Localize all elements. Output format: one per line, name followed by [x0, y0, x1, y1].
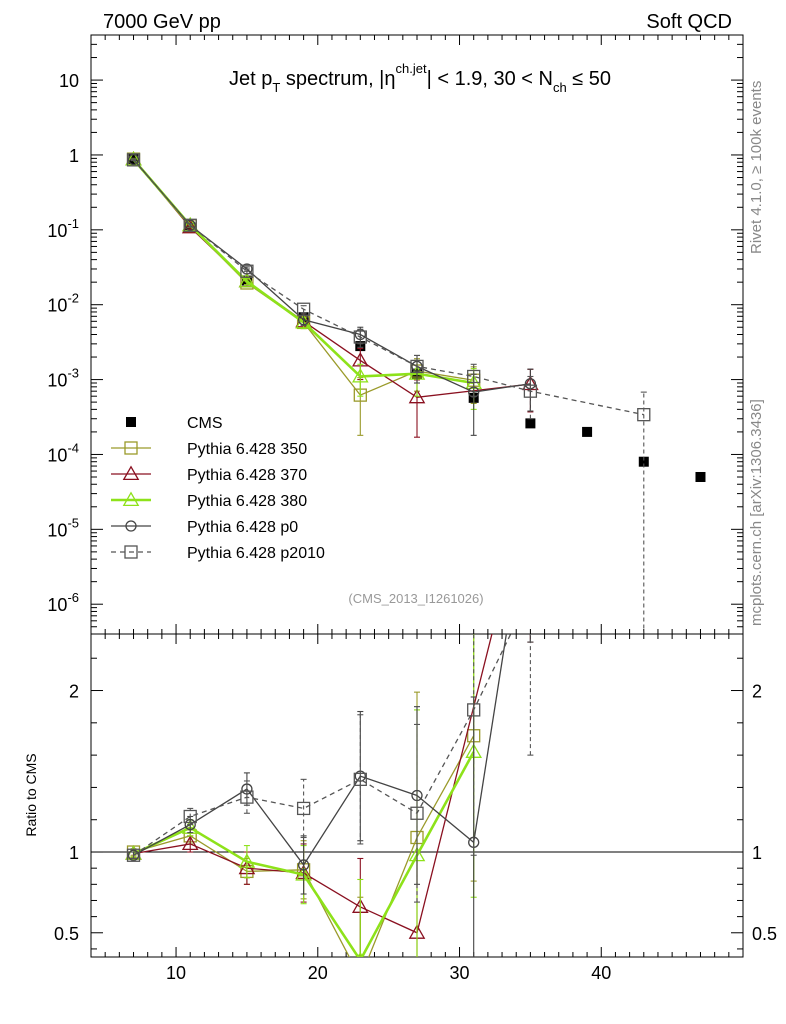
legend-label: Pythia 6.428 p2010 — [187, 545, 325, 562]
header-right: Soft QCD — [646, 11, 732, 33]
side-label-bottom: mcplots.cern.ch [arXiv:1306.3436] — [748, 399, 765, 626]
data-point — [238, 853, 256, 868]
legend-label: Pythia 6.428 380 — [187, 493, 307, 510]
y-tick-label: 10-5 — [47, 515, 79, 540]
ratio-y-tick-label-right: 0.5 — [752, 924, 777, 944]
watermark: (CMS_2013_I1261026) — [348, 591, 483, 606]
data-point — [525, 476, 535, 486]
data-point — [582, 426, 593, 437]
legend-marker — [122, 465, 140, 481]
y-tick-label: 10-4 — [47, 440, 79, 465]
side-label-top: Rivet 4.1.0, ≥ 100k events — [748, 81, 765, 254]
ratio-y-tick-label: 2 — [69, 682, 79, 702]
legend-marker — [124, 545, 138, 559]
data-point — [183, 809, 197, 824]
series-0 — [126, 634, 481, 984]
data-point — [410, 806, 424, 820]
y-tick-label: 10-6 — [47, 590, 79, 615]
x-tick-label: 10 — [166, 963, 186, 983]
data-point — [637, 408, 651, 422]
data-point — [296, 801, 311, 816]
legend-label: CMS — [187, 415, 223, 432]
series-line — [133, 634, 512, 856]
data-point — [127, 849, 140, 861]
legend-marker — [122, 491, 140, 507]
data-point — [297, 859, 310, 871]
data-point — [181, 835, 199, 850]
y-tick-label: 10-1 — [47, 216, 79, 241]
ratio-y-tick-label: 1 — [69, 843, 79, 863]
data-point — [353, 772, 367, 786]
legend-marker — [124, 441, 138, 455]
series-5 — [126, 153, 651, 634]
data-point — [408, 388, 426, 404]
data-point — [238, 272, 256, 288]
data-point — [351, 367, 369, 383]
data-point — [410, 359, 424, 374]
series-line — [132, 158, 474, 385]
data-point — [240, 264, 254, 278]
legend-marker — [126, 417, 136, 427]
series-4 — [126, 588, 536, 903]
data-point — [181, 218, 199, 234]
ratio-y-tick-label: 0.5 — [54, 924, 79, 944]
data-point — [295, 313, 312, 329]
data-point — [184, 219, 196, 231]
chart-title: Jet pT spectrum, |ηch.jet| < 1.9, 30 < N… — [229, 61, 611, 95]
data-point — [354, 972, 366, 984]
legend: CMS Pythia 6.428 350 Pythia 6.428 370 Pythi… — [111, 415, 325, 562]
y-tick-label: 10-3 — [47, 366, 79, 391]
ratio-ylabel: Ratio to CMS — [23, 753, 39, 836]
data-point — [525, 418, 536, 429]
data-point — [183, 218, 197, 232]
series-line — [133, 634, 508, 867]
series-1 — [126, 152, 481, 436]
data-point — [523, 384, 538, 398]
data-point — [184, 818, 196, 831]
ratio-y-tick-label-right: 2 — [752, 682, 762, 702]
ratio-plot: 10 20 30 40 0.5 0.5 1 1 2 2 — [54, 473, 777, 984]
y-tick-label: 1 — [69, 146, 79, 166]
series-3 — [127, 476, 535, 957]
series-line — [133, 159, 531, 393]
data-point — [126, 153, 141, 167]
legend-marker — [125, 520, 137, 532]
header-left: 7000 GeV pp — [103, 11, 221, 33]
x-tick-label: 30 — [450, 963, 470, 983]
data-point — [523, 473, 537, 486]
data-point — [353, 330, 367, 344]
data-point — [467, 369, 481, 384]
ratio-y-tick-label-right: 1 — [752, 843, 762, 863]
data-point — [126, 848, 141, 862]
y-tick-label: 10 — [59, 71, 79, 91]
data-point — [638, 456, 649, 467]
data-point — [695, 471, 706, 482]
data-point — [296, 302, 311, 316]
x-tick-label: 40 — [591, 963, 611, 983]
legend-label: Pythia 6.428 370 — [187, 467, 307, 484]
x-tick-label: 20 — [308, 963, 328, 983]
series-line — [133, 159, 644, 416]
data-point — [467, 703, 481, 717]
main-plot: 10 1 10-1 10-2 10-3 10-4 10-5 10-6 — [47, 34, 744, 957]
series-line — [133, 159, 531, 398]
y-tick-label: 10-2 — [47, 291, 79, 316]
legend-label: Pythia 6.428 350 — [187, 441, 307, 458]
legend-label: Pythia 6.428 p0 — [187, 519, 298, 536]
data-point — [524, 588, 536, 600]
series-2 — [125, 634, 483, 957]
series-line — [133, 158, 474, 396]
data-point — [240, 790, 254, 804]
